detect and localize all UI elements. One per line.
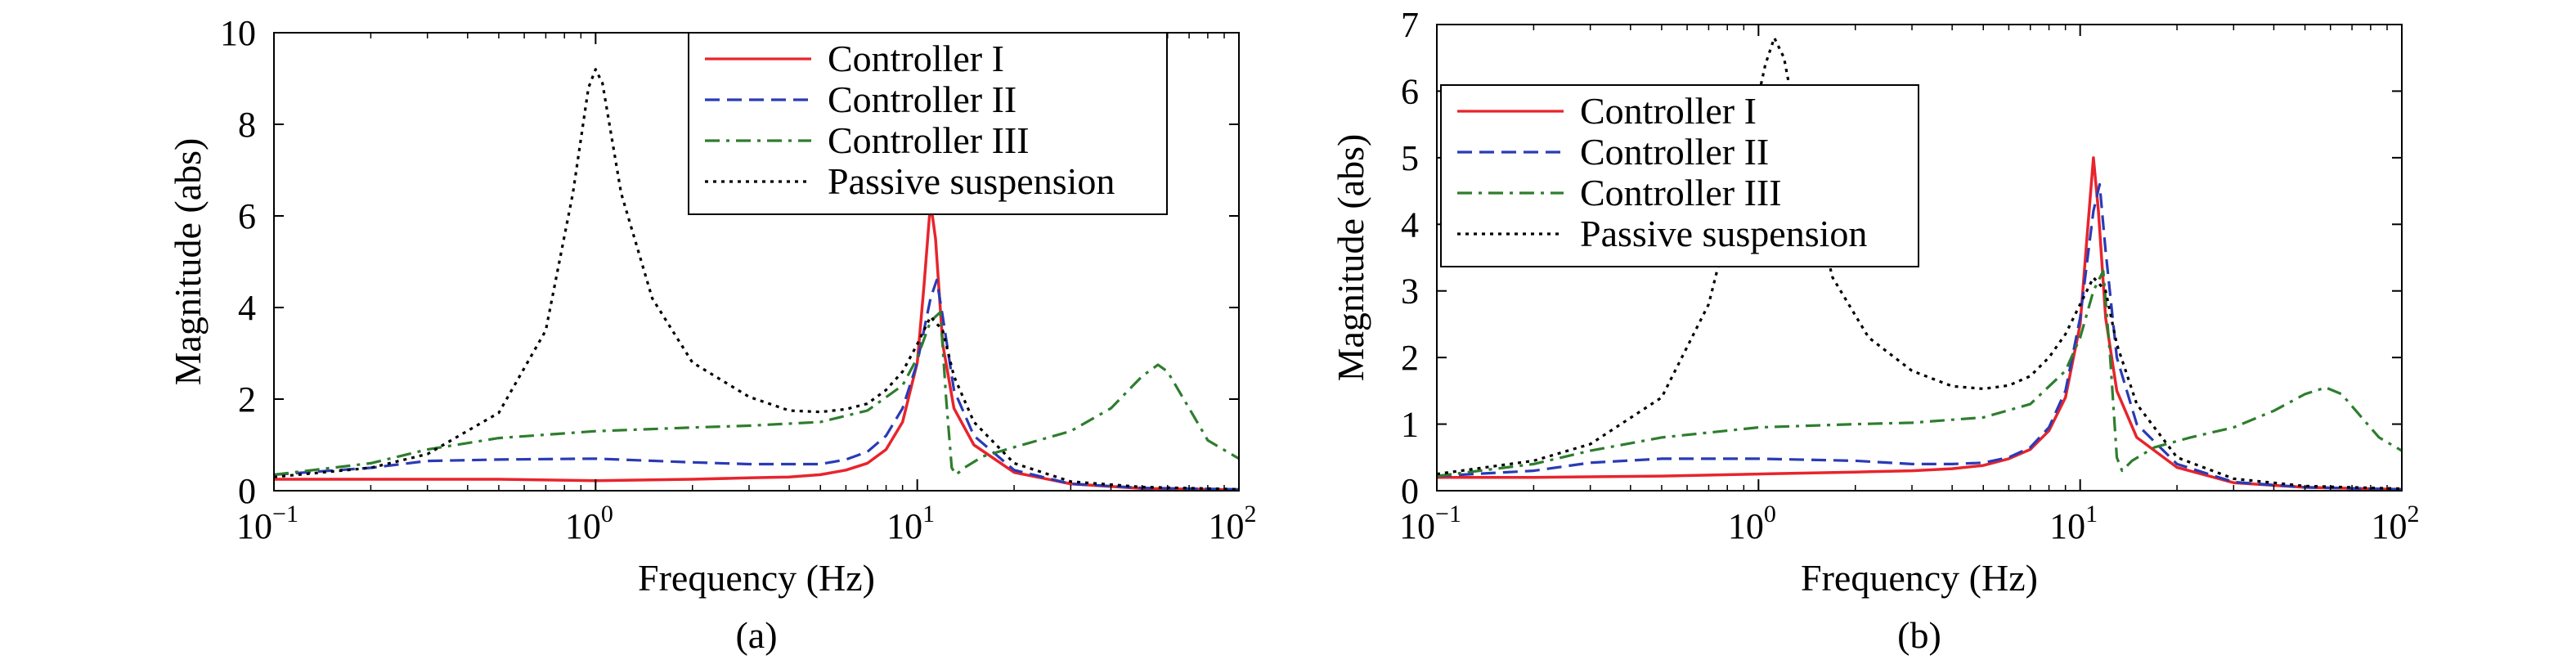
y-axis-label: Magnitude (abs)	[167, 138, 209, 386]
x-tick-label: 102	[1209, 501, 1257, 546]
legend-label: Passive suspension	[1580, 213, 1867, 254]
legend-box	[1440, 84, 1919, 267]
series-line-controller-i	[274, 200, 1239, 491]
panel-label: (a)	[735, 614, 777, 656]
legend-label: Passive suspension	[828, 160, 1115, 202]
x-tick-label: 10−1	[1399, 501, 1461, 546]
x-axis-label: Frequency (Hz)	[1801, 557, 2038, 599]
y-tick-label: 5	[1401, 138, 1419, 178]
x-tick-label: 10−1	[236, 501, 298, 546]
series-line-controller-i	[1437, 156, 2402, 491]
legend-label: Controller II	[1580, 131, 1769, 173]
y-tick-label: 10	[220, 13, 256, 53]
x-tick-label: 100	[1728, 501, 1776, 546]
panel-label: (b)	[1897, 614, 1941, 656]
x-tick-label: 101	[886, 501, 935, 546]
series-line-controller-iii	[274, 311, 1239, 476]
y-tick-label: 4	[1401, 204, 1419, 245]
y-tick-label: 6	[1401, 71, 1419, 111]
y-tick-label: 4	[238, 288, 256, 328]
x-tick-label: 101	[2049, 501, 2098, 546]
y-tick-label: 0	[238, 471, 256, 511]
legend-label: Controller I	[1580, 90, 1757, 132]
x-tick-label: 100	[565, 501, 613, 546]
x-axis-label: Frequency (Hz)	[638, 557, 875, 599]
legend-label: Controller I	[828, 38, 1004, 79]
legend-label: Controller III	[1580, 172, 1782, 213]
y-tick-label: 6	[238, 196, 256, 236]
axes-frame	[1436, 24, 2403, 492]
y-tick-label: 3	[1401, 272, 1419, 312]
y-tick-label: 1	[1401, 405, 1419, 445]
y-tick-label: 0	[1401, 471, 1419, 511]
chart-panel-a: 0 2 4 6 8 10 10−1 100 101 102 Frequency (Hz) Magnit…	[167, 13, 1257, 656]
y-tick-label: 2	[1401, 338, 1419, 378]
y-tick-label: 2	[238, 379, 256, 420]
series-line-controller-iii	[1437, 269, 2402, 478]
legend-label: Controller II	[828, 79, 1016, 120]
chart-panel-b: 0 1 2 3 4 5 6 7 10−1 100 101 102 Frequency (Hz) Magni…	[1330, 5, 2420, 656]
y-tick-label: 7	[1401, 5, 1419, 45]
legend-box	[688, 32, 1168, 215]
y-axis-label: Magnitude (abs)	[1330, 134, 1371, 382]
series-line-controller-ii	[1437, 182, 2402, 491]
series-line-passive-suspension	[274, 68, 1239, 491]
legend-label: Controller III	[828, 119, 1030, 161]
x-tick-label: 102	[2372, 501, 2420, 546]
series-line-controller-ii	[274, 278, 1239, 491]
y-tick-label: 8	[238, 105, 256, 145]
